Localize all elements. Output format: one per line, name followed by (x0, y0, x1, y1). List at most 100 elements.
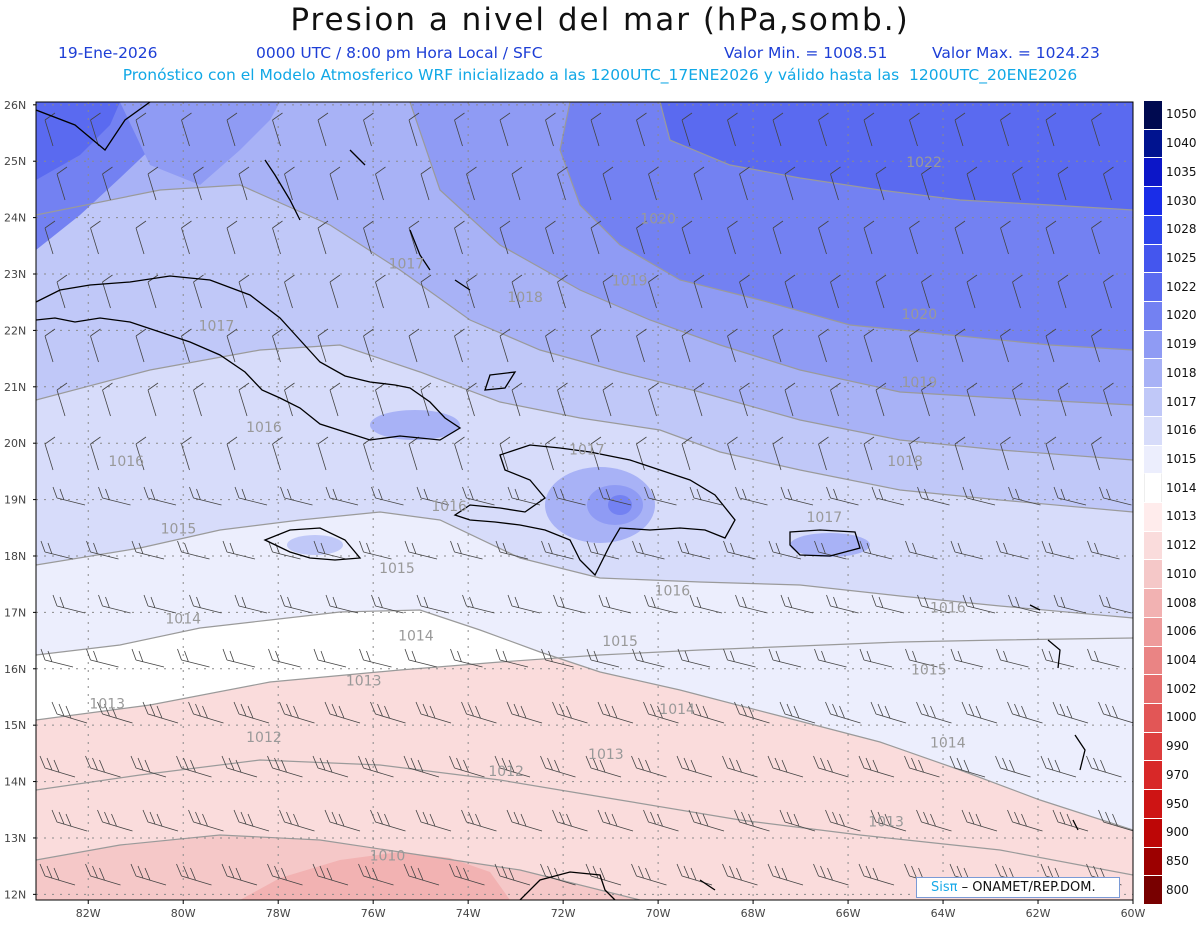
hispaniola-coastline (453, 444, 736, 577)
wind-barb (1008, 594, 1041, 614)
wind-barb (142, 809, 179, 832)
wind-barb (226, 328, 238, 363)
wind-barb (1041, 540, 1075, 560)
wind-barb (90, 436, 101, 471)
wind-barb (767, 755, 804, 778)
wind-barb (1098, 701, 1133, 724)
legend-swatch (1144, 760, 1162, 790)
lat-label: 22N (4, 324, 26, 337)
wind-barb (1045, 436, 1057, 471)
wind-barb (780, 486, 814, 506)
wind-barb (1008, 486, 1041, 506)
wind-barb (643, 701, 679, 724)
legend-swatch (1144, 415, 1162, 445)
contour-label: 1013 (346, 674, 382, 690)
wind-barb (317, 220, 329, 255)
contour-label: 1020 (901, 307, 937, 323)
wind-barb (875, 274, 887, 309)
wind-barb (1007, 809, 1043, 832)
wind-barb (1052, 701, 1089, 724)
wind-barb (135, 328, 147, 363)
legend-label: 1040 (1166, 136, 1197, 151)
min-value-label: Valor Min. = 1008.51 (724, 44, 888, 62)
wind-barb (875, 382, 887, 417)
wind-barb (727, 436, 738, 471)
wind-barb (767, 863, 804, 886)
legend-swatch (1144, 329, 1162, 359)
wind-barb (863, 328, 875, 363)
wind-barb (590, 328, 602, 363)
wind-barb (403, 755, 440, 778)
legend-swatch (1144, 817, 1162, 847)
legend-label: 1017 (1166, 394, 1197, 409)
legend-swatch (1144, 502, 1162, 531)
lat-label: 19N (4, 494, 26, 507)
wind-barb (189, 594, 222, 614)
wind-barb (541, 540, 574, 560)
wind-barb (677, 540, 711, 560)
wind-barb (193, 382, 204, 417)
wind-barb (1000, 328, 1011, 363)
wind-barb (541, 648, 574, 668)
wind-barb (98, 594, 131, 614)
wind-barb (449, 755, 485, 778)
lon-label: 66W (836, 907, 861, 920)
wind-barb (636, 112, 647, 147)
wind-barb (954, 328, 966, 363)
wind-barb (371, 594, 404, 614)
wind-barb (416, 486, 450, 506)
contour-label: 1013 (868, 815, 904, 831)
wind-barb (644, 486, 677, 506)
wind-barb (403, 863, 440, 886)
wind-barb (280, 594, 313, 614)
wind-barb (921, 166, 932, 201)
wind-barb (1012, 382, 1023, 417)
wind-barb (359, 540, 392, 560)
wind-barb (921, 382, 932, 417)
wind-barb (772, 436, 784, 471)
wind-barb (56, 166, 68, 201)
wind-barb (39, 755, 76, 778)
bahamas-coastline (264, 149, 517, 391)
wind-barb (284, 382, 295, 417)
wind-barb (739, 382, 750, 417)
wind-barb (1012, 166, 1023, 201)
wind-barb (585, 863, 622, 886)
wind-barb (317, 328, 329, 363)
legend-label: 1025 (1166, 250, 1197, 265)
wind-barb (193, 166, 204, 201)
legend-swatch (1144, 100, 1162, 129)
legend-swatch (1144, 157, 1162, 187)
wind-barb (234, 594, 268, 614)
legend-label: 1008 (1166, 595, 1197, 610)
wind-barb (734, 701, 770, 724)
wind-barb (363, 112, 374, 147)
contour-label: 1015 (602, 634, 638, 650)
wind-barb (97, 701, 133, 724)
lesser-antilles-coastline (1029, 604, 1086, 831)
wind-barb (280, 486, 313, 506)
lon-label: 62W (1026, 907, 1051, 920)
wind-barb (226, 220, 238, 255)
legend-label: 1012 (1166, 538, 1197, 553)
cuba-coastline (36, 275, 462, 441)
wind-barb (44, 220, 56, 255)
wind-barb (312, 755, 349, 778)
legend-swatch (1144, 444, 1162, 474)
wind-barb (511, 382, 523, 417)
wind-barb (552, 701, 588, 724)
wind-barb (226, 112, 238, 147)
contour-label: 1012 (246, 730, 282, 746)
wind-barb (233, 809, 270, 832)
wind-barb (909, 436, 920, 471)
wind-barb (188, 701, 224, 724)
wind-barb (181, 220, 192, 255)
wind-barb (506, 701, 543, 724)
wind-barb (408, 328, 420, 363)
legend-swatch (1144, 789, 1162, 818)
wind-barb (499, 112, 511, 147)
wind-barb (818, 112, 829, 147)
wind-barb (359, 648, 392, 668)
lon-labels: 82W 80W 78W 76W 74W 72W 70W 68W 66W 64W 62W 60W (76, 900, 1146, 920)
wind-barb (863, 220, 875, 255)
